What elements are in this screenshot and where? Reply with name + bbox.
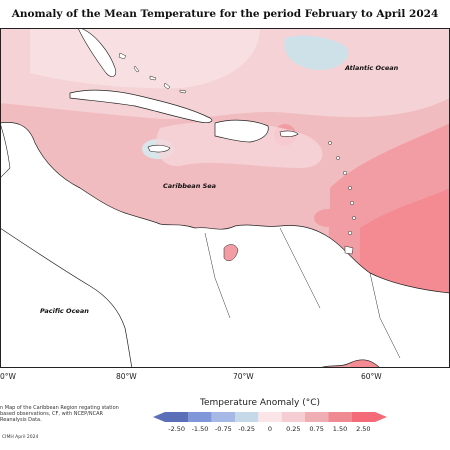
legend-swatch [188,412,212,422]
yucatan [0,122,11,179]
legend-tick-label: 0 [268,425,272,433]
legend-arrow-low [153,412,165,422]
caribbean-sea-label: Caribbean Sea [163,182,216,190]
legend-swatch [281,412,305,422]
bahamas [118,52,187,94]
lesser-antilles [328,141,356,236]
legend-tick-label: 0.75 [309,425,323,433]
anomaly-map: Atlantic Ocean Caribbean Sea Pacific Oce… [0,27,450,369]
jamaica [147,144,171,153]
legend-tick-label: -0.25 [238,425,255,433]
legend-swatch [305,412,329,422]
florida [77,27,117,77]
legend-tick-label: -0.75 [215,425,232,433]
longitude-label-60w: 60°W [361,372,382,381]
pacific-coast [0,227,133,369]
atlantic-ocean-label: Atlantic Ocean [344,64,399,72]
longitude-label-80w: 80°W [116,372,137,381]
legend-swatch [328,412,352,422]
anomaly-zone-cool [284,35,349,70]
cuba [69,89,213,123]
longitude-label-70w: 70°W [233,372,254,381]
legend-arrow-high [375,412,387,422]
legend-swatch [258,412,282,422]
legend-swatch [235,412,259,422]
legend-swatch [351,412,375,422]
puerto-rico [279,130,299,137]
legend-tick-label: -1.50 [192,425,209,433]
trinidad [344,245,354,255]
color-legend: -2.50 -1.50 -0.75 -0.25 0 0.25 0.75 1.50 2.50 [153,412,387,433]
legend-tick-label: 0.25 [286,425,300,433]
legend-swatch [211,412,235,422]
country-borders [204,227,401,359]
legend-tick-label: 1.50 [333,425,347,433]
legend-tick-label: 2.50 [356,425,370,433]
legend-tick-label: -2.50 [168,425,185,433]
map-credit: CIMH April 2024 [2,435,39,440]
longitude-label-partial: 0°W [0,372,16,381]
hispaniola [214,119,269,143]
map-description: n Map of the Caribbean Region regating s… [0,405,119,423]
legend-title: Temperature Anomaly (°C) [200,398,321,408]
map-title: Anomaly of the Mean Temperature for the … [11,8,439,20]
pacific-water [0,228,132,368]
legend-swatch [165,412,189,422]
lake-maracaibo [223,244,239,261]
pacific-ocean-label: Pacific Ocean [40,307,89,315]
anomaly-zone-warm-isl [314,209,342,227]
